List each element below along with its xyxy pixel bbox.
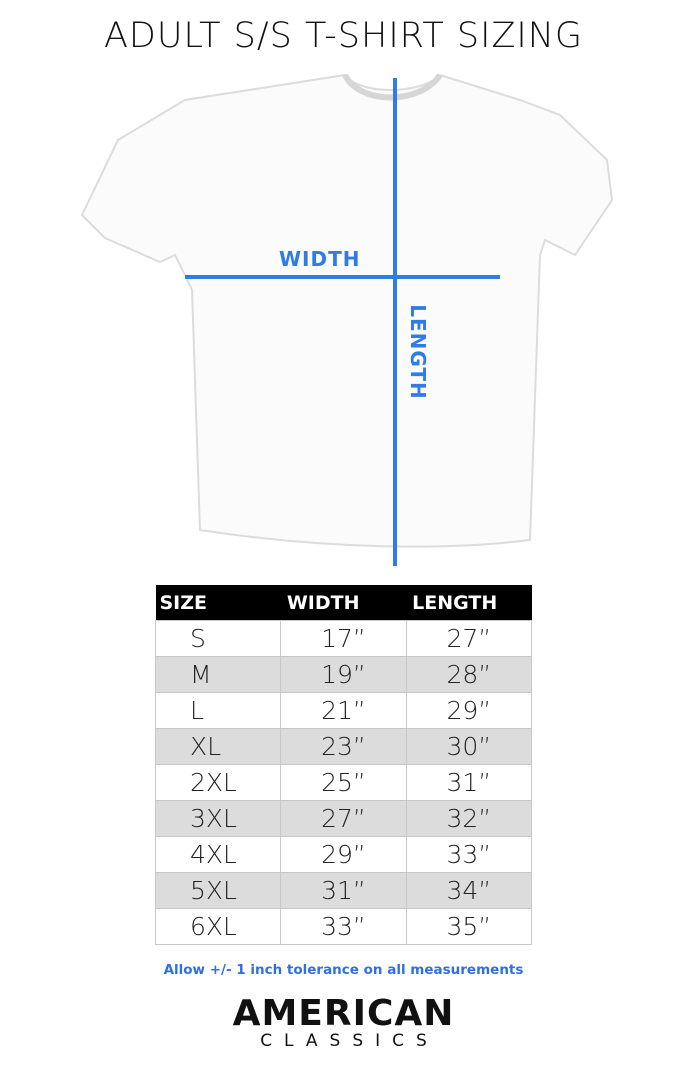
cell-width: 17”: [280, 620, 407, 657]
tolerance-note: Allow +/- 1 inch tolerance on all measur…: [163, 962, 524, 978]
table-row: 3XL 27” 32”: [154, 800, 533, 837]
cell-length: 28”: [405, 656, 533, 693]
cell-size: M: [154, 656, 282, 693]
tshirt-diagram: [80, 73, 614, 566]
cell-length: 30”: [405, 728, 533, 765]
width-label: WIDTH: [279, 247, 361, 271]
table-row: S 17” 27”: [154, 620, 533, 657]
cell-length: 32”: [405, 800, 533, 837]
length-label: LENGTH: [406, 304, 430, 400]
cell-width: 27”: [280, 800, 407, 837]
table-row: 6XL 33” 35”: [154, 908, 533, 945]
table-row: XL 23” 30”: [154, 728, 533, 765]
cell-size: S: [154, 620, 282, 657]
brand-line-1: AMERICAN: [232, 993, 455, 1034]
table-row: L 21” 29”: [154, 692, 533, 729]
table-row: 4XL 29” 33”: [154, 836, 533, 873]
cell-width: 33”: [280, 908, 407, 945]
table-row: 5XL 31” 34”: [154, 872, 533, 909]
header-length: LENGTH: [406, 585, 532, 621]
cell-size: 6XL: [154, 908, 282, 945]
collar: [342, 73, 443, 101]
table-row: M 19” 28”: [154, 656, 533, 693]
cell-width: 19”: [280, 656, 407, 693]
cell-width: 25”: [280, 764, 407, 801]
cell-length: 27”: [405, 620, 533, 657]
cell-size: XL: [154, 728, 282, 765]
cell-size: 4XL: [154, 836, 282, 873]
cell-size: 2XL: [154, 764, 282, 801]
cell-length: 31”: [405, 764, 533, 801]
header-width: WIDTH: [280, 585, 407, 621]
cell-size: 3XL: [154, 800, 282, 837]
cell-length: 34”: [405, 872, 533, 909]
tshirt-shape: [80, 73, 614, 548]
cell-width: 23”: [280, 728, 407, 765]
size-table: SIZE WIDTH LENGTH S 17” 27” M 19” 28” L 21” 29” X…: [154, 585, 533, 945]
cell-length: 29”: [405, 692, 533, 729]
cell-length: 35”: [405, 908, 533, 945]
table-row: 2XL 25” 31”: [154, 764, 533, 801]
cell-width: 29”: [280, 836, 407, 873]
cell-width: 21”: [280, 692, 407, 729]
cell-size: L: [154, 692, 282, 729]
page-title: ADULT S/S T-SHIRT SIZING: [103, 16, 584, 56]
brand-line-2: CLASSICS: [260, 1031, 439, 1051]
header-size: SIZE: [155, 585, 281, 621]
cell-width: 31”: [280, 872, 407, 909]
cell-size: 5XL: [154, 872, 282, 909]
cell-length: 33”: [405, 836, 533, 873]
